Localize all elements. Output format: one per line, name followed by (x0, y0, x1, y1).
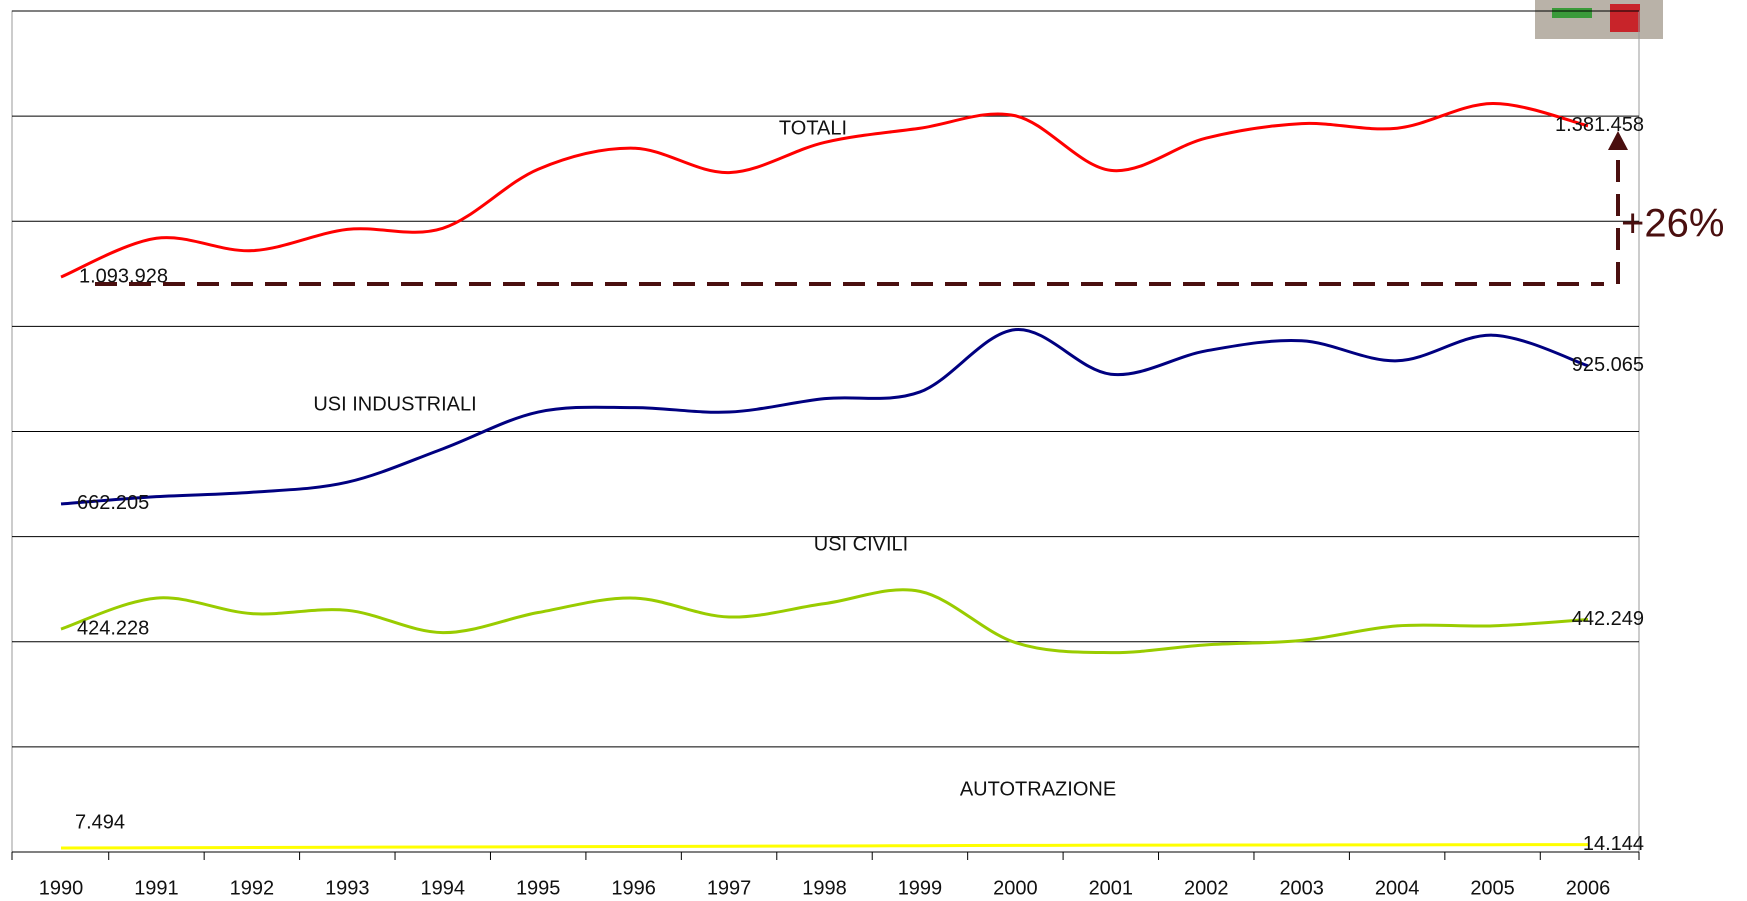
line-series (60, 328, 1589, 506)
series-label: TOTALI (779, 117, 847, 139)
x-tick-label: 2001 (1089, 877, 1134, 899)
x-tick-label: 1998 (802, 877, 847, 899)
logo-image-part (1552, 8, 1592, 18)
line-series (60, 102, 1589, 279)
data-label: 1.093.928 (79, 265, 168, 287)
data-label: 424.228 (77, 617, 149, 639)
x-tick-label: 1996 (611, 877, 656, 899)
data-label: 442.249 (1572, 608, 1644, 630)
annotation: +26% (1621, 202, 1724, 246)
x-tick-label: 1999 (898, 877, 943, 899)
x-tick-label: 1993 (325, 877, 370, 899)
x-tick-label: 1990 (39, 877, 84, 899)
x-tick-label: 2004 (1375, 877, 1420, 899)
x-tick-label: 2000 (993, 877, 1038, 899)
series-label: USI INDUSTRIALI (313, 393, 476, 415)
series-label: AUTOTRAZIONE (960, 778, 1116, 800)
data-label: 7.494 (75, 811, 125, 833)
logo-image-part (1610, 4, 1640, 32)
data-label: 662.205 (77, 492, 149, 514)
x-tick-label: 2006 (1566, 877, 1611, 899)
data-label: 14.144 (1583, 833, 1644, 855)
logo-image (1535, 0, 1663, 39)
x-tick-label: 1994 (421, 877, 466, 899)
series-label: USI CIVILI (814, 533, 908, 555)
x-tick-label: 2003 (1279, 877, 1324, 899)
x-tick-label: 1991 (134, 877, 179, 899)
arrow-head (1608, 131, 1628, 150)
data-label: 1.381.458 (1555, 114, 1644, 136)
line-series (60, 843, 1589, 850)
x-tick-label: 1995 (516, 877, 561, 899)
x-tick-label: 1997 (707, 877, 752, 899)
x-tick-label: 2002 (1184, 877, 1229, 899)
x-tick-label: 2005 (1470, 877, 1515, 899)
line-series (60, 588, 1589, 655)
x-tick-label: 1992 (230, 877, 275, 899)
data-label: 925.065 (1572, 354, 1644, 376)
